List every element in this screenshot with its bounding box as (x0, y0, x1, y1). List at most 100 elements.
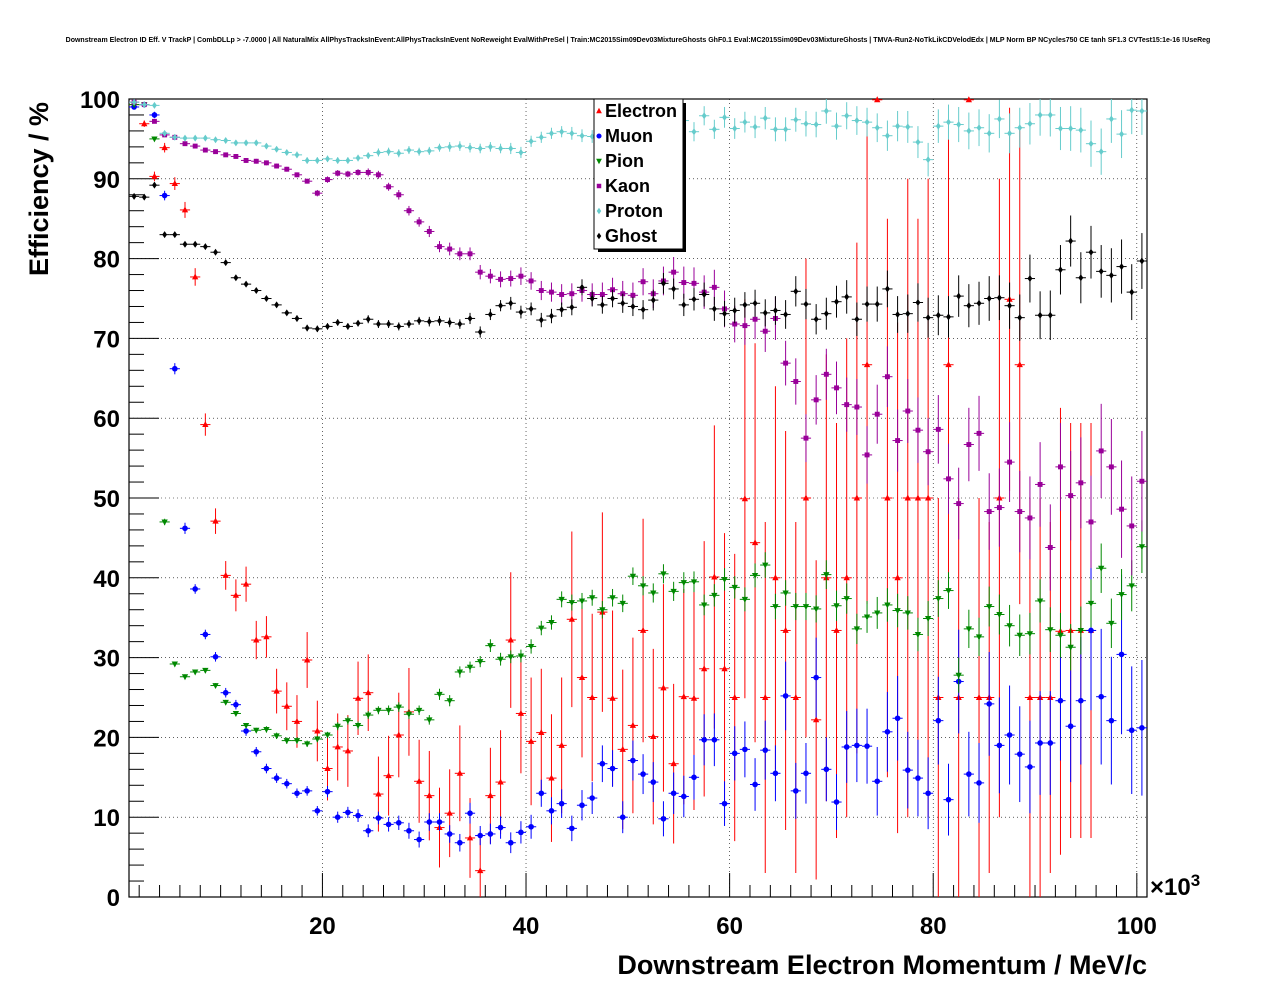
electron-point (517, 709, 525, 716)
pion-point (1087, 600, 1095, 607)
y-tick-label: 30 (93, 646, 120, 673)
proton-point (152, 101, 157, 109)
kaon-point (1088, 519, 1094, 525)
proton-point (1058, 125, 1063, 133)
muon-point (884, 729, 891, 735)
electron-point (232, 591, 240, 598)
proton-point (172, 133, 178, 141)
pion-point (589, 595, 596, 602)
proton-point (243, 139, 249, 147)
muon-point (416, 836, 422, 843)
ghost-point (803, 300, 809, 308)
proton-point (477, 144, 483, 152)
kaon-point (416, 219, 422, 225)
pion-point (924, 616, 932, 622)
electron-point (792, 694, 799, 700)
pion-point (283, 738, 290, 745)
muon-point (497, 824, 504, 831)
kaon-point (182, 141, 188, 147)
proton-point (813, 121, 819, 129)
muon-point (966, 771, 972, 777)
muon-point (650, 779, 657, 785)
pion-point (792, 604, 799, 611)
electron-point (263, 633, 270, 640)
pion-point (965, 626, 972, 633)
ghost-point (172, 231, 178, 239)
muon-point (334, 814, 341, 820)
electron-point (507, 636, 514, 643)
proton-point (1139, 107, 1145, 115)
kaon-point (335, 170, 341, 176)
kaon-point (844, 402, 850, 408)
proton-point (447, 143, 453, 151)
pion-point (324, 732, 331, 739)
muon-point (742, 746, 748, 753)
y-tick-label: 80 (93, 247, 120, 274)
ghost-point (1017, 314, 1023, 322)
kaon-point (538, 288, 544, 293)
muon-point (426, 819, 433, 825)
pion-point (823, 572, 830, 579)
pion-point (314, 736, 321, 743)
muon-point (660, 815, 667, 822)
muon-point (945, 796, 952, 803)
proton-point (314, 156, 320, 164)
ghost-point (284, 309, 290, 317)
ghost-point (711, 305, 717, 313)
ghost-point (834, 298, 839, 306)
y-tick-label: 90 (93, 167, 120, 194)
kaon-point (599, 292, 605, 297)
kaon-point (213, 149, 218, 155)
muon-point (446, 831, 453, 837)
pion-point (415, 707, 423, 714)
legend-label-kaon: Kaon (605, 176, 650, 196)
ghost-point (996, 294, 1002, 302)
ghost-point (732, 306, 738, 314)
ghost-point (640, 306, 646, 314)
muon-point (894, 715, 901, 722)
proton-point (996, 115, 1002, 123)
ghost-point (864, 300, 870, 308)
electron-point (395, 731, 402, 738)
proton-point (854, 117, 860, 125)
ghost-point (355, 319, 361, 327)
pion-point (782, 590, 789, 597)
muon-point (589, 795, 595, 801)
legend-marker-ghost (596, 232, 602, 240)
proton-point (905, 123, 911, 131)
electron-point (354, 694, 362, 701)
kaon-point (375, 172, 381, 178)
ghost-point (549, 312, 554, 320)
pion-point (242, 722, 250, 729)
muon-point (375, 815, 382, 821)
pion-point (884, 602, 891, 609)
kaon-point (823, 371, 829, 377)
proton-point (1017, 124, 1023, 132)
kaon-point (915, 427, 921, 433)
kaon-point (1007, 459, 1013, 465)
kaon-point (1027, 515, 1033, 521)
electron-point (619, 745, 626, 752)
y-tick-label: 100 (80, 87, 120, 114)
ghost-point (620, 299, 626, 307)
muon-point (691, 774, 697, 781)
x-tick-label: 80 (920, 913, 947, 940)
muon-point (324, 788, 331, 795)
pion-point (996, 612, 1003, 619)
y-tick-label: 60 (93, 406, 120, 433)
pion-point (232, 711, 240, 717)
pion-point (874, 610, 881, 617)
electron-point (731, 694, 738, 700)
kaon-point (620, 291, 626, 297)
electron-point (344, 747, 352, 754)
proton-point (335, 156, 341, 164)
pion-point (599, 607, 606, 614)
pion-point (1067, 644, 1074, 651)
kaon-point (1068, 493, 1074, 499)
electron-point (813, 716, 820, 723)
pion-point (253, 727, 260, 734)
electron-point (1016, 361, 1023, 368)
pion-point (731, 584, 738, 591)
ghost-point (345, 322, 351, 330)
pion-point (151, 136, 158, 143)
